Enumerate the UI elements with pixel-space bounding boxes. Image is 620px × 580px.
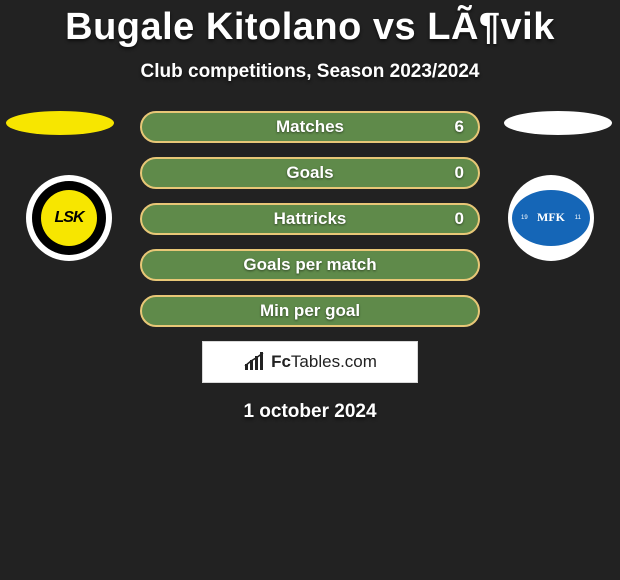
club-badge-left-inner: LSK (32, 181, 106, 255)
stat-label: Matches (276, 117, 344, 137)
player-marker-left (6, 111, 114, 135)
club-badge-right: 19 MFK 11 (508, 175, 594, 261)
stat-value-right: 6 (455, 117, 464, 137)
club-badge-left: LSK (26, 175, 112, 261)
stat-pill: Goals 0 (140, 157, 480, 189)
stat-label: Goals (286, 163, 333, 183)
stats-list: Matches 6 Goals 0 Hattricks 0 Goals per match M… (140, 111, 480, 327)
date-line: 1 october 2024 (0, 401, 620, 423)
club-badge-right-year-r: 11 (575, 215, 581, 221)
brand-box[interactable]: FcTables.com (202, 341, 418, 383)
club-badge-right-year-l: 19 (521, 215, 528, 221)
comparison-stage: LSK 19 MFK 11 Matches6Goals0Hattricks0Go… (0, 111, 620, 423)
stat-pill: Min per goal (140, 295, 480, 327)
club-badge-right-text: MFK (537, 210, 565, 225)
club-badge-right-inner: 19 MFK 11 (512, 190, 590, 246)
stat-pill: Matches 6 (140, 111, 480, 143)
stat-pill: Hattricks 0 (140, 203, 480, 235)
page-title: Bugale Kitolano vs LÃ¶vik (0, 0, 620, 49)
stat-value-right: 0 (455, 163, 464, 183)
player-marker-right (504, 111, 612, 135)
stat-value-right: 0 (455, 209, 464, 229)
stat-label: Min per goal (260, 301, 360, 321)
brand-icon (243, 352, 267, 372)
stat-label: Hattricks (274, 209, 347, 229)
club-badge-left-text: LSK (41, 190, 97, 246)
stat-label: Goals per match (243, 255, 376, 275)
brand-text: FcTables.com (271, 352, 377, 372)
stat-pill: Goals per match (140, 249, 480, 281)
subtitle: Club competitions, Season 2023/2024 (0, 61, 620, 83)
